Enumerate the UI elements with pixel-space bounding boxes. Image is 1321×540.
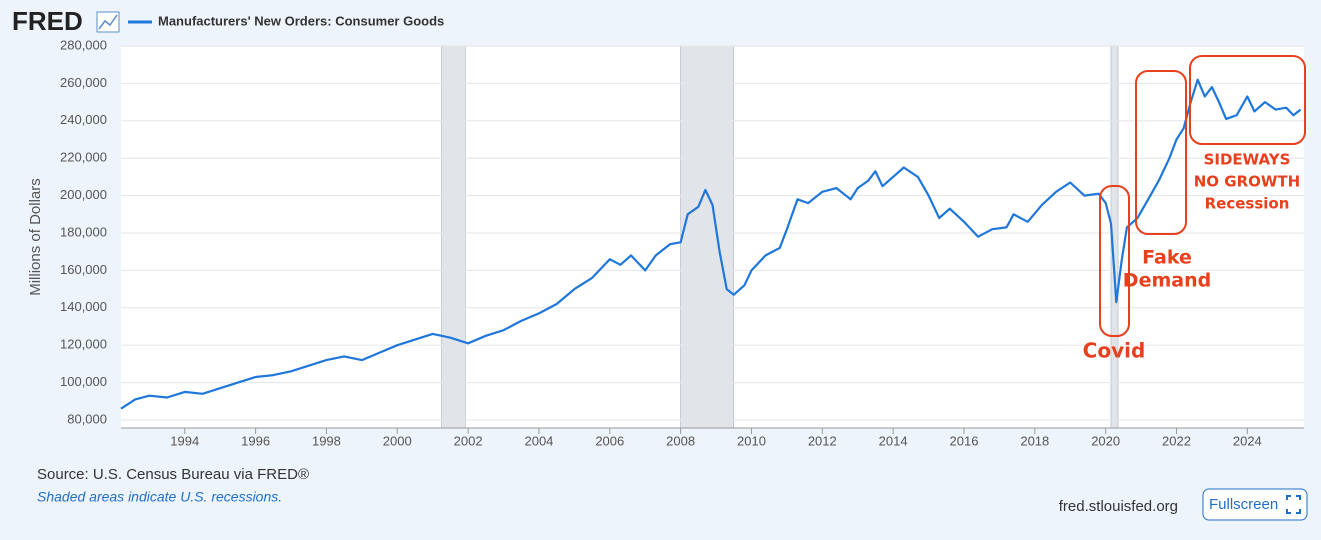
annotation-box	[1189, 55, 1306, 145]
logo-icon	[96, 11, 120, 33]
y-tick-label: 100,000	[60, 374, 107, 389]
x-tick-label: 2014	[879, 433, 908, 448]
x-tick-label: 2012	[808, 433, 837, 448]
annotation-text: Fake	[1142, 247, 1192, 269]
fullscreen-button[interactable]	[1202, 488, 1308, 521]
x-tick-label: 1996	[241, 433, 270, 448]
annotation-text: Covid	[1083, 339, 1146, 363]
fullscreen-icon[interactable]	[1286, 495, 1301, 514]
annotation-box	[1135, 70, 1187, 235]
x-tick-label: 2008	[666, 433, 695, 448]
annotation-box	[1099, 185, 1130, 337]
y-tick-label: 260,000	[60, 75, 107, 90]
x-tick-label: 2020	[1091, 433, 1120, 448]
x-tick-label: 2006	[595, 433, 624, 448]
annotation-text: SIDEWAYS	[1204, 151, 1291, 169]
annotation-text: Demand	[1123, 270, 1211, 292]
y-tick-label: 140,000	[60, 299, 107, 314]
x-tick-label: 2018	[1020, 433, 1049, 448]
x-tick-label: 2000	[383, 433, 412, 448]
y-tick-label: 200,000	[60, 187, 107, 202]
x-tick-label: 2004	[524, 433, 553, 448]
logo-icon-line	[98, 14, 118, 30]
brand-logo: FRED	[12, 6, 83, 36]
note: Shaded areas indicate U.S. recessions.	[37, 489, 282, 505]
x-tick-label: 2016	[950, 433, 979, 448]
y-tick-label: 80,000	[67, 411, 107, 426]
series-line	[120, 78, 1302, 410]
fullscreen-label[interactable]: Fullscreen	[1209, 496, 1278, 513]
y-tick-label: 160,000	[60, 262, 107, 277]
y-tick-label: 220,000	[60, 150, 107, 165]
recession-band	[441, 45, 466, 429]
x-tick-label: 2024	[1233, 433, 1262, 448]
x-tick-label: 2022	[1162, 433, 1191, 448]
x-tick-label: 1998	[312, 433, 341, 448]
y-tick-label: 180,000	[60, 224, 107, 239]
x-tick-label: 1994	[170, 433, 199, 448]
y-tick-label: 120,000	[60, 337, 107, 352]
y-tick-label: 240,000	[60, 112, 107, 127]
y-tick-label: 280,000	[60, 37, 107, 52]
site-link[interactable]: fred.stlouisfed.org	[1059, 498, 1178, 515]
x-tick-label: 2002	[454, 433, 483, 448]
legend-label: Manufacturers' New Orders: Consumer Good…	[158, 13, 444, 28]
x-tick-label: 2010	[737, 433, 766, 448]
annotation-text: Recession	[1205, 195, 1290, 213]
recession-band	[680, 45, 735, 429]
annotation-text: NO GROWTH	[1194, 173, 1300, 191]
y-axis-label: Millions of Dollars	[27, 178, 44, 296]
source: Source: U.S. Census Bureau via FRED®	[37, 466, 309, 483]
